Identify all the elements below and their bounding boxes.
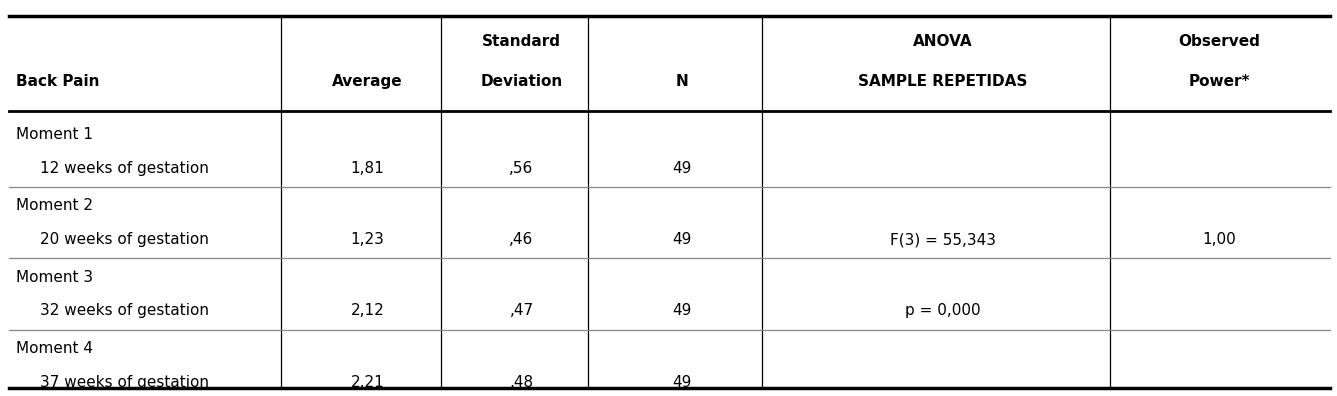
Text: Moment 1: Moment 1 [16,127,94,142]
Text: 12 weeks of gestation: 12 weeks of gestation [40,161,209,176]
Text: Standard: Standard [481,34,562,49]
Text: 32 weeks of gestation: 32 weeks of gestation [40,303,209,318]
Text: Deviation: Deviation [480,74,563,89]
Text: ,48: ,48 [509,375,533,390]
Text: 1,23: 1,23 [350,232,385,247]
Text: N: N [675,74,689,89]
Text: F(3) = 55,343: F(3) = 55,343 [889,232,996,247]
Text: 49: 49 [673,232,691,247]
Text: Moment 2: Moment 2 [16,198,94,213]
Text: 20 weeks of gestation: 20 weeks of gestation [40,232,209,247]
Text: Power*: Power* [1189,74,1250,89]
Text: SAMPLE REPETIDAS: SAMPLE REPETIDAS [858,74,1027,89]
Text: ,46: ,46 [509,232,533,247]
Text: Back Pain: Back Pain [16,74,99,89]
Text: 49: 49 [673,375,691,390]
Text: ,47: ,47 [509,303,533,318]
Text: p = 0,000: p = 0,000 [905,303,980,318]
Text: 2,12: 2,12 [350,303,385,318]
Text: 49: 49 [673,161,691,176]
Text: 1,81: 1,81 [350,161,385,176]
Text: Average: Average [333,74,402,89]
Text: 2,21: 2,21 [350,375,385,390]
Text: 37 weeks of gestation: 37 weeks of gestation [40,375,209,390]
Text: Moment 4: Moment 4 [16,341,94,356]
Text: Moment 3: Moment 3 [16,270,94,285]
Text: ,56: ,56 [509,161,533,176]
Text: 49: 49 [673,303,691,318]
Text: 1,00: 1,00 [1202,232,1237,247]
Text: ANOVA: ANOVA [913,34,972,49]
Text: Observed: Observed [1178,34,1261,49]
